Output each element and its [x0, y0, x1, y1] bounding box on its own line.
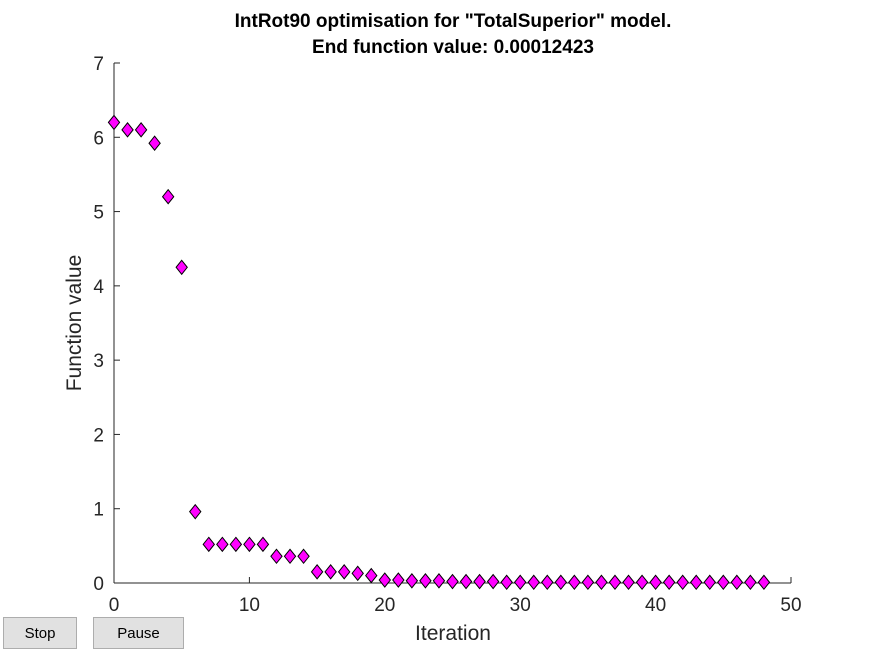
data-point	[310, 564, 324, 580]
data-point	[202, 536, 216, 553]
data-point	[161, 188, 175, 205]
data-point	[662, 574, 676, 591]
data-point	[229, 536, 243, 553]
chart-title: IntRot90 optimisation for "TotalSuperior…	[235, 11, 672, 32]
data-point	[243, 536, 256, 553]
data-point	[134, 122, 148, 138]
data-point	[188, 503, 202, 520]
data-point	[744, 574, 757, 591]
data-point	[689, 574, 703, 591]
y-tick-label: 3	[93, 351, 104, 372]
data-point	[419, 572, 432, 589]
data-point	[730, 574, 744, 591]
data-point	[378, 572, 392, 588]
data-points	[107, 114, 771, 591]
data-point	[459, 573, 473, 590]
x-tick-label: 20	[374, 595, 395, 616]
data-point	[608, 574, 622, 591]
chart-subtitle: End function value: 0.00012423	[312, 37, 594, 58]
data-point	[527, 574, 540, 591]
x-tick-label: 30	[510, 595, 531, 616]
data-point	[486, 573, 500, 590]
data-point	[324, 564, 337, 580]
x-tick-label: 40	[645, 595, 666, 616]
data-point	[473, 573, 486, 590]
data-point	[107, 114, 121, 131]
y-tick-label: 2	[93, 425, 104, 446]
data-point	[676, 574, 689, 591]
x-axis-label: Iteration	[415, 622, 491, 645]
data-point	[270, 548, 283, 565]
data-point	[405, 572, 419, 589]
data-point	[446, 573, 459, 590]
stop-button[interactable]: Stop	[3, 617, 77, 649]
x-tick-label: 0	[109, 595, 120, 616]
data-point	[595, 574, 608, 591]
data-point	[635, 574, 649, 591]
data-point	[703, 574, 717, 591]
y-tick-label: 0	[93, 574, 104, 595]
data-point	[500, 574, 513, 591]
x-tick-label: 50	[780, 595, 801, 616]
data-point	[432, 572, 446, 589]
y-tick-label: 6	[93, 128, 104, 149]
data-point	[622, 574, 635, 591]
data-point	[351, 565, 364, 582]
data-point	[541, 574, 554, 591]
data-point	[283, 548, 297, 565]
data-point	[365, 567, 378, 584]
pause-button[interactable]: Pause	[93, 617, 184, 649]
data-point	[757, 574, 771, 591]
data-point	[568, 574, 581, 591]
y-tick-label: 5	[93, 203, 104, 224]
data-point	[392, 572, 405, 588]
data-point	[554, 574, 568, 591]
x-tick-label: 10	[239, 595, 260, 616]
data-point	[513, 574, 527, 591]
data-point	[148, 135, 161, 152]
data-point	[121, 122, 134, 138]
data-point	[337, 564, 351, 580]
y-axis-label: Function value	[63, 255, 86, 392]
data-point	[297, 548, 310, 565]
y-tick-label: 1	[93, 500, 104, 521]
y-tick-label: 7	[93, 54, 104, 75]
data-point	[717, 574, 730, 591]
data-point	[649, 574, 662, 591]
data-point	[216, 536, 229, 553]
y-tick-label: 4	[93, 277, 104, 298]
data-point	[256, 536, 270, 553]
axes: 0 10 20 30 40 50 0 1 2 3 4 5 6 7	[93, 54, 801, 616]
data-point	[175, 259, 188, 276]
data-point	[581, 574, 595, 591]
